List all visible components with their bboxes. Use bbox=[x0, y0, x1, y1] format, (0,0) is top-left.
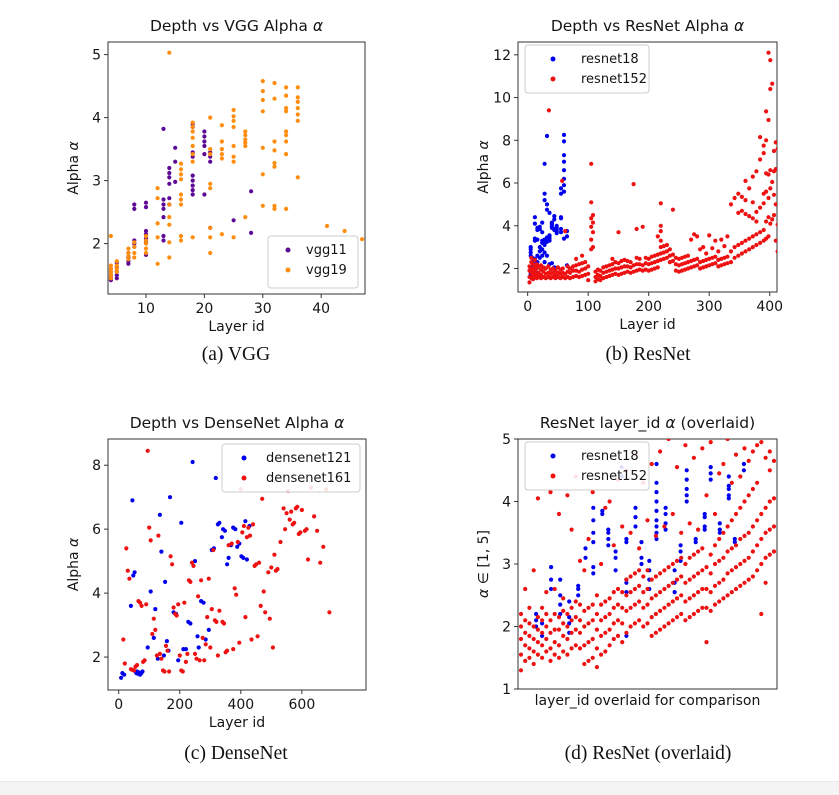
window-bottom-strip bbox=[0, 781, 839, 795]
legend-label: vgg19 bbox=[306, 263, 347, 278]
legend-marker bbox=[550, 473, 556, 479]
legend-marker bbox=[241, 475, 247, 481]
chart-title: Depth vs ResNet Alpha α bbox=[551, 17, 744, 35]
vgg-scatter-panel: 10 20 30 40 2 3 4 5 Depth vs VGG Alpha α Layer id… bbox=[66, 17, 366, 335]
series-resnet152 bbox=[527, 50, 777, 285]
legend-label: resnet152 bbox=[581, 72, 647, 87]
chart-title: Depth vs DenseNet Alpha α bbox=[130, 414, 345, 432]
y-axis-label: α ∈ [1, 5] bbox=[476, 530, 492, 598]
legend-label: densenet161 bbox=[266, 471, 351, 486]
caption-resnet-overlaid: (d) ResNet (overlaid) bbox=[564, 743, 732, 764]
x-tick-label: 0 bbox=[523, 299, 532, 315]
y-axis-label: Alpha α bbox=[476, 139, 492, 193]
x-tick-label: 0 bbox=[114, 697, 123, 713]
y-tick-label: 8 bbox=[502, 133, 511, 149]
x-tick-label: 600 bbox=[289, 697, 316, 713]
points-layer bbox=[527, 50, 777, 285]
series-densenet121 bbox=[119, 459, 252, 680]
series-resnet18 bbox=[528, 132, 570, 279]
y-tick-label: 8 bbox=[92, 458, 101, 474]
legend-box bbox=[524, 441, 650, 491]
legend-box bbox=[221, 443, 361, 493]
chart-title: ResNet layer_id α (overlaid) bbox=[540, 414, 755, 433]
y-tick-label: 4 bbox=[92, 586, 101, 602]
y-tick-label: 2 bbox=[92, 650, 101, 666]
y-tick-label: 6 bbox=[92, 522, 101, 538]
legend-label: densenet121 bbox=[266, 451, 351, 466]
x-tick-label: 10 bbox=[137, 301, 155, 317]
densenet-scatter-panel: 0 200 400 600 2 4 6 8 Depth vs DenseNet Alpha α L… bbox=[66, 414, 367, 731]
legend-label: resnet152 bbox=[581, 469, 647, 484]
points-layer bbox=[518, 439, 777, 673]
series-densenet161 bbox=[121, 448, 332, 674]
x-axis-label: Layer id bbox=[209, 715, 265, 731]
legend-marker bbox=[241, 455, 247, 461]
y-axis-label: Alpha α bbox=[66, 140, 82, 194]
y-tick-label: 3 bbox=[92, 174, 101, 190]
y-axis-label: Alpha α bbox=[66, 537, 82, 591]
x-tick-label: 30 bbox=[254, 301, 272, 317]
points-layer bbox=[119, 448, 332, 680]
x-axis-label: Layer id bbox=[619, 317, 675, 333]
legend-marker bbox=[285, 267, 291, 273]
legend-label: resnet18 bbox=[581, 449, 639, 464]
y-tick-label: 4 bbox=[502, 495, 511, 511]
x-tick-label: 400 bbox=[756, 299, 783, 315]
legend-marker bbox=[285, 247, 291, 253]
x-tick-label: 400 bbox=[227, 697, 254, 713]
legend-label: vgg11 bbox=[306, 243, 347, 258]
caption-densenet: (c) DenseNet bbox=[184, 743, 288, 764]
y-tick-label: 12 bbox=[493, 48, 511, 64]
legend-box bbox=[524, 44, 650, 94]
y-tick-label: 5 bbox=[92, 48, 101, 64]
x-axis-label: layer_id overlaid for comparison bbox=[535, 693, 761, 709]
y-tick-label: 6 bbox=[502, 176, 511, 192]
caption-resnet: (b) ResNet bbox=[605, 344, 691, 365]
points-layer bbox=[108, 50, 365, 283]
y-tick-label: 2 bbox=[92, 237, 101, 253]
resnet-scatter-panel: 0 100 200 300 400 2 4 6 8 10 12 Depth vs ResNet Alp… bbox=[476, 17, 783, 333]
caption-vgg: (a) VGG bbox=[201, 344, 271, 365]
y-tick-label: 10 bbox=[493, 91, 511, 107]
legend-marker bbox=[550, 453, 556, 459]
legend-box bbox=[267, 235, 359, 289]
x-axis-label: Layer id bbox=[208, 319, 264, 335]
x-tick-label: 200 bbox=[635, 299, 662, 315]
y-tick-label: 5 bbox=[502, 432, 511, 448]
x-tick-label: 40 bbox=[312, 301, 330, 317]
series-resnet152 bbox=[518, 439, 777, 673]
y-tick-label: 2 bbox=[502, 261, 511, 277]
legend-marker bbox=[550, 76, 556, 82]
x-tick-label: 20 bbox=[195, 301, 213, 317]
y-tick-label: 3 bbox=[502, 557, 511, 573]
y-tick-label: 4 bbox=[502, 219, 511, 235]
y-tick-label: 2 bbox=[502, 620, 511, 636]
y-tick-label: 1 bbox=[502, 682, 511, 698]
legend-label: resnet18 bbox=[581, 52, 639, 67]
x-tick-label: 200 bbox=[166, 697, 193, 713]
x-tick-label: 300 bbox=[696, 299, 723, 315]
series-vgg19 bbox=[108, 50, 365, 281]
resnet-overlaid-scatter-panel: 1 2 3 4 5 ResNet layer_id α (overlaid) layer_i… bbox=[476, 414, 778, 709]
y-tick-label: 4 bbox=[92, 111, 101, 127]
legend-marker bbox=[550, 56, 556, 62]
chart-title: Depth vs VGG Alpha α bbox=[150, 17, 323, 35]
x-tick-label: 100 bbox=[575, 299, 602, 315]
